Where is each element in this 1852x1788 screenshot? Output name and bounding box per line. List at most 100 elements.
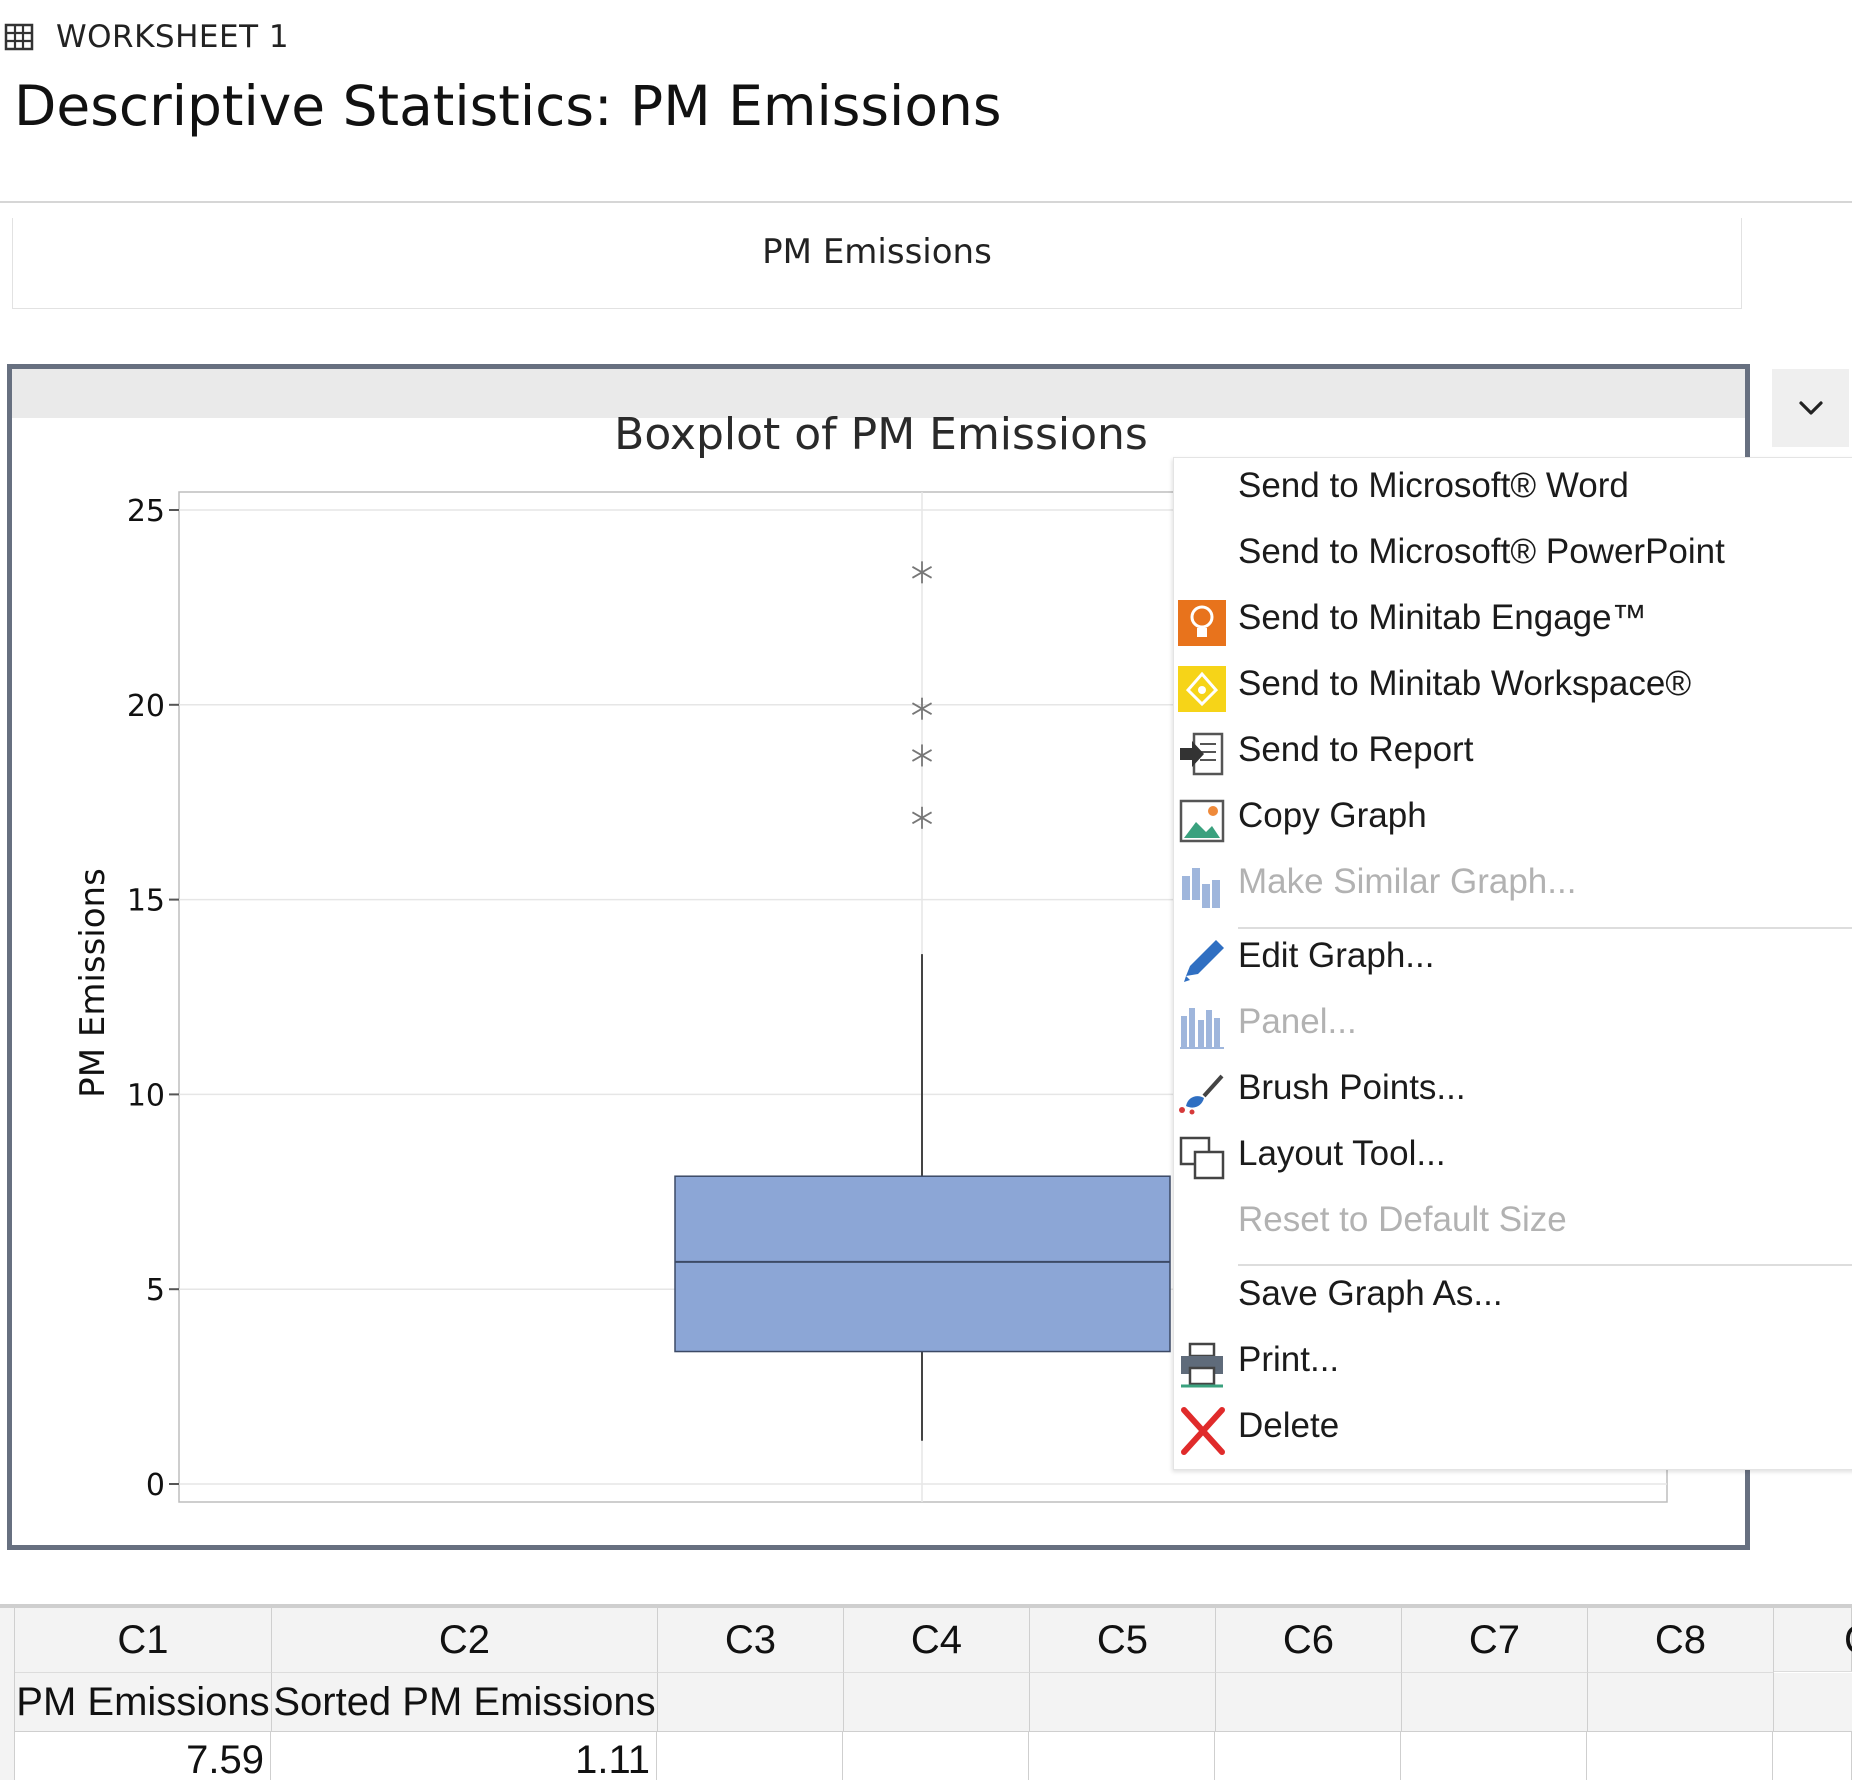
outlier-point — [911, 744, 933, 767]
graph-header — [12, 369, 1745, 418]
menu-send-to-engage[interactable]: Send to Minitab Engage™ — [1174, 590, 1852, 656]
cell-r1-c5[interactable] — [1030, 1732, 1215, 1780]
outlier-point — [911, 561, 933, 584]
menu-panel[interactable]: Panel... — [1174, 994, 1852, 1060]
brush-icon — [1179, 1074, 1224, 1115]
cell-r1-c7[interactable] — [1402, 1732, 1587, 1780]
y-tick-label: 20 — [127, 689, 165, 724]
menu-print[interactable]: Print... — [1174, 1332, 1852, 1398]
menu-item-label: Print... — [1238, 1340, 1340, 1379]
graph-options-button[interactable] — [1772, 369, 1849, 447]
column-header-c4[interactable]: C4 — [844, 1608, 1030, 1673]
title-divider — [0, 201, 1852, 203]
menu-copy-graph[interactable]: Copy Graph — [1174, 788, 1852, 854]
menu-item-label: Layout Tool... — [1238, 1134, 1446, 1173]
menu-delete[interactable]: Delete — [1174, 1398, 1852, 1464]
y-tick-label: 0 — [146, 1468, 165, 1503]
menu-item-label: Edit Graph... — [1238, 936, 1435, 975]
menu-item-label: Brush Points... — [1238, 1068, 1466, 1107]
menu-send-to-powerpoint[interactable]: Send to Microsoft® PowerPoint — [1174, 524, 1852, 590]
column-name-c3[interactable] — [658, 1673, 844, 1732]
menu-item-label: Panel... — [1238, 1002, 1357, 1041]
workspace-icon — [1178, 666, 1226, 712]
column-name-c2[interactable]: Sorted PM Emissions — [272, 1673, 658, 1732]
column-header-c6[interactable]: C6 — [1216, 1608, 1402, 1673]
menu-item-label: Make Similar Graph... — [1238, 862, 1577, 901]
menu-item-label: Send to Microsoft® PowerPoint — [1238, 532, 1725, 571]
column-name-c9[interactable] — [1774, 1673, 1852, 1732]
menu-send-to-word[interactable]: Send to Microsoft® Word — [1174, 458, 1852, 524]
cell-r1-c1[interactable]: 7.59 — [15, 1732, 271, 1782]
menu-brush-points[interactable]: Brush Points... — [1174, 1060, 1852, 1126]
menu-separator — [1238, 1264, 1852, 1266]
cell-r1-c8[interactable] — [1588, 1732, 1773, 1780]
column-header-c1[interactable]: C1 — [15, 1608, 272, 1673]
y-tick-label: 25 — [127, 494, 165, 529]
outlier-point — [911, 806, 933, 829]
cell-r1-c3[interactable] — [658, 1732, 843, 1780]
grid-icon — [4, 23, 34, 51]
outlier-stroke — [911, 702, 933, 715]
column-header-c7[interactable]: C7 — [1402, 1608, 1588, 1673]
menu-item-label: Send to Minitab Engage™ — [1238, 598, 1647, 637]
menu-item-label: Send to Minitab Workspace® — [1238, 664, 1692, 703]
layout-icon — [1179, 1136, 1225, 1180]
cell-r1-c6[interactable] — [1216, 1732, 1401, 1780]
chart-title: Boxplot of PM Emissions — [614, 409, 1148, 460]
row-header-strip[interactable] — [0, 1608, 15, 1780]
pencil-icon — [1184, 940, 1224, 982]
column-name-c1[interactable]: PM Emissions — [15, 1673, 272, 1732]
menu-reset-default-size[interactable]: Reset to Default Size — [1174, 1192, 1852, 1258]
worksheet-label[interactable]: WORKSHEET 1 — [56, 19, 290, 55]
outlier-stroke — [911, 566, 933, 579]
column-name-c6[interactable] — [1216, 1673, 1402, 1732]
outlier-point — [911, 697, 933, 720]
outlier-stroke — [911, 749, 933, 762]
menu-send-to-report[interactable]: Send to Report — [1174, 722, 1852, 788]
menu-save-graph-as[interactable]: Save Graph As... — [1174, 1266, 1852, 1332]
column-name-c5[interactable] — [1030, 1673, 1216, 1732]
menu-item-label: Reset to Default Size — [1238, 1200, 1567, 1239]
menu-item-label: Delete — [1238, 1406, 1340, 1445]
cell-r1-c4[interactable] — [844, 1732, 1029, 1780]
panel-icon — [1180, 1008, 1224, 1049]
worksheet-grid: C1 C2 C3 C4 C5 C6 C7 C8 C PM Emissions S… — [0, 1604, 1852, 1782]
subtitle-panel: PM Emissions — [12, 218, 1742, 309]
graph-context-menu: Send to Microsoft® Word Send to Microsof… — [1173, 457, 1852, 1470]
chevron-down-icon — [1798, 401, 1823, 415]
y-tick-label: 15 — [127, 884, 165, 919]
box-series — [674, 561, 1171, 1441]
column-name-c8[interactable] — [1588, 1673, 1774, 1732]
worksheet-bar: WORKSHEET 1 — [0, 12, 600, 62]
menu-separator — [1238, 927, 1852, 929]
column-header-c8[interactable]: C8 — [1588, 1608, 1774, 1673]
copy-graph-icon — [1179, 799, 1225, 843]
page-title: Descriptive Statistics: PM Emissions — [14, 74, 1002, 138]
menu-item-label: Send to Report — [1238, 730, 1474, 769]
column-header-c9[interactable]: C — [1774, 1608, 1852, 1672]
y-tick-label: 5 — [146, 1273, 165, 1308]
column-name-c7[interactable] — [1402, 1673, 1588, 1732]
cell-r1-c2[interactable]: 1.11 — [272, 1732, 657, 1782]
outlier-stroke — [911, 811, 933, 825]
menu-layout-tool[interactable]: Layout Tool... — [1174, 1126, 1852, 1192]
report-icon — [1180, 732, 1224, 776]
printer-icon — [1181, 1342, 1223, 1388]
y-axis-label: PM Emissions — [73, 868, 113, 1098]
menu-edit-graph[interactable]: Edit Graph... — [1174, 928, 1852, 994]
column-header-c2[interactable]: C2 — [272, 1608, 658, 1673]
menu-item-label: Send to Microsoft® Word — [1238, 466, 1629, 505]
menu-item-label: Copy Graph — [1238, 796, 1427, 835]
menu-item-label: Save Graph As... — [1238, 1274, 1503, 1313]
menu-make-similar-graph[interactable]: Make Similar Graph... — [1174, 854, 1852, 920]
column-header-c5[interactable]: C5 — [1030, 1608, 1216, 1673]
delete-icon — [1181, 1407, 1225, 1455]
similar-graph-icon — [1182, 868, 1220, 908]
column-name-c4[interactable] — [844, 1673, 1030, 1732]
column-header-c3[interactable]: C3 — [658, 1608, 844, 1673]
cell-r1-c9[interactable] — [1774, 1732, 1852, 1780]
menu-send-to-workspace[interactable]: Send to Minitab Workspace® — [1174, 656, 1852, 722]
iqr-box — [674, 1175, 1171, 1353]
worksheet-grid-border — [0, 1604, 1852, 1608]
engage-icon — [1178, 600, 1226, 646]
